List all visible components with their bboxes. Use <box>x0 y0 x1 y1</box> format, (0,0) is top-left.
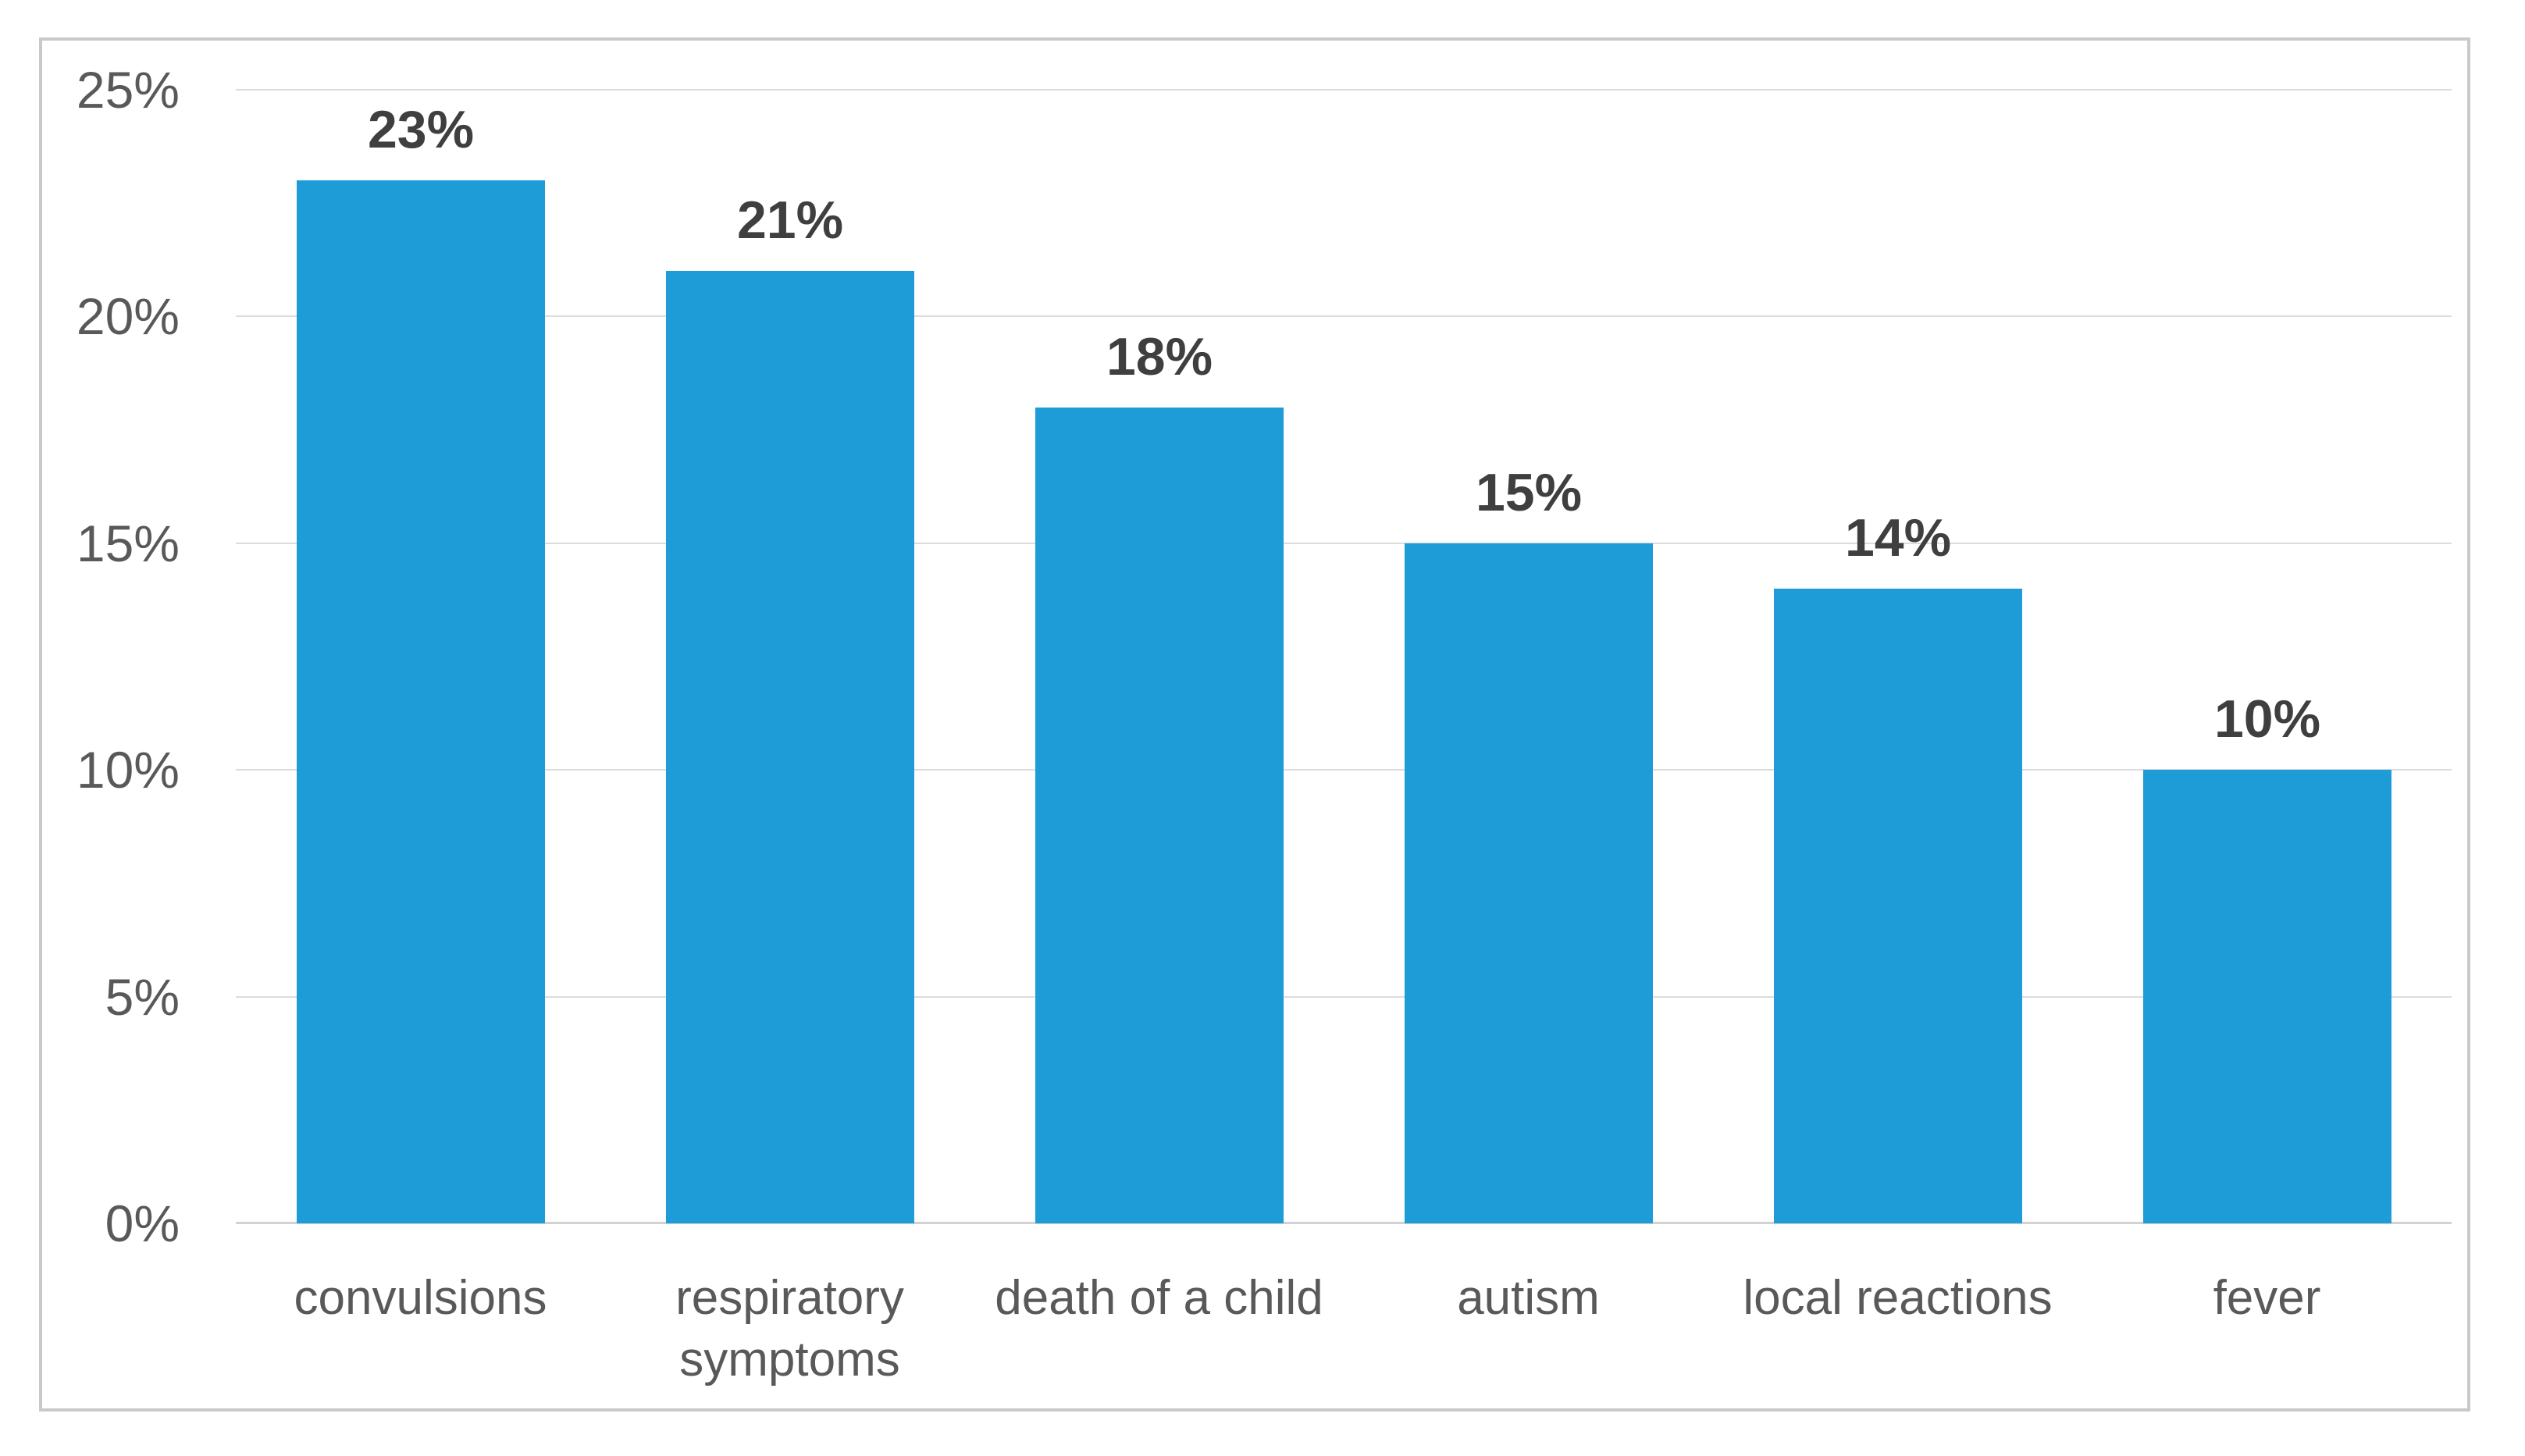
bar-value-label: 14% <box>1844 508 1952 568</box>
category-label: death of a child <box>995 1271 1323 1325</box>
bar-fever <box>2143 770 2391 1223</box>
bar-convulsions <box>297 180 545 1223</box>
y-axis-tick-label: 25% <box>76 61 180 119</box>
x-axis-line <box>236 1222 2452 1224</box>
bar-autism <box>1405 543 1653 1223</box>
gridline <box>236 769 2452 771</box>
category-label: autism <box>1457 1271 1600 1325</box>
bar-value-label: 23% <box>367 100 475 159</box>
category-label: convulsions <box>294 1271 547 1325</box>
gridline <box>236 315 2452 317</box>
bar-value-label: 18% <box>1106 327 1213 386</box>
bar-local-reactions <box>1774 589 2022 1223</box>
y-axis-tick-label: 20% <box>76 287 180 345</box>
bar-value-label: 15% <box>1475 463 1583 522</box>
bar-value-label: 21% <box>736 190 844 250</box>
bar-death-of-a-child <box>1035 408 1284 1223</box>
y-axis-tick-label: 10% <box>76 741 180 799</box>
gridline <box>236 89 2452 91</box>
bar-respiratory-symptoms <box>666 271 914 1223</box>
y-axis-tick-label: 5% <box>105 968 180 1026</box>
gridline <box>236 996 2452 998</box>
category-label: respiratory symptoms <box>675 1271 904 1387</box>
category-label: local reactions <box>1743 1271 2053 1325</box>
gridline <box>236 543 2452 544</box>
plot-area: 23% 21% 18% 15% 14% 10% <box>236 89 2452 1224</box>
bar-value-label: 10% <box>2213 689 2321 749</box>
y-axis-tick-label: 0% <box>105 1194 180 1252</box>
chart-frame: 23% 21% 18% 15% 14% 10% 25% 20% 15% 10% 5% 0% convu… <box>39 37 2470 1412</box>
category-label: fever <box>2213 1271 2321 1325</box>
y-axis-tick-label: 15% <box>76 514 180 572</box>
